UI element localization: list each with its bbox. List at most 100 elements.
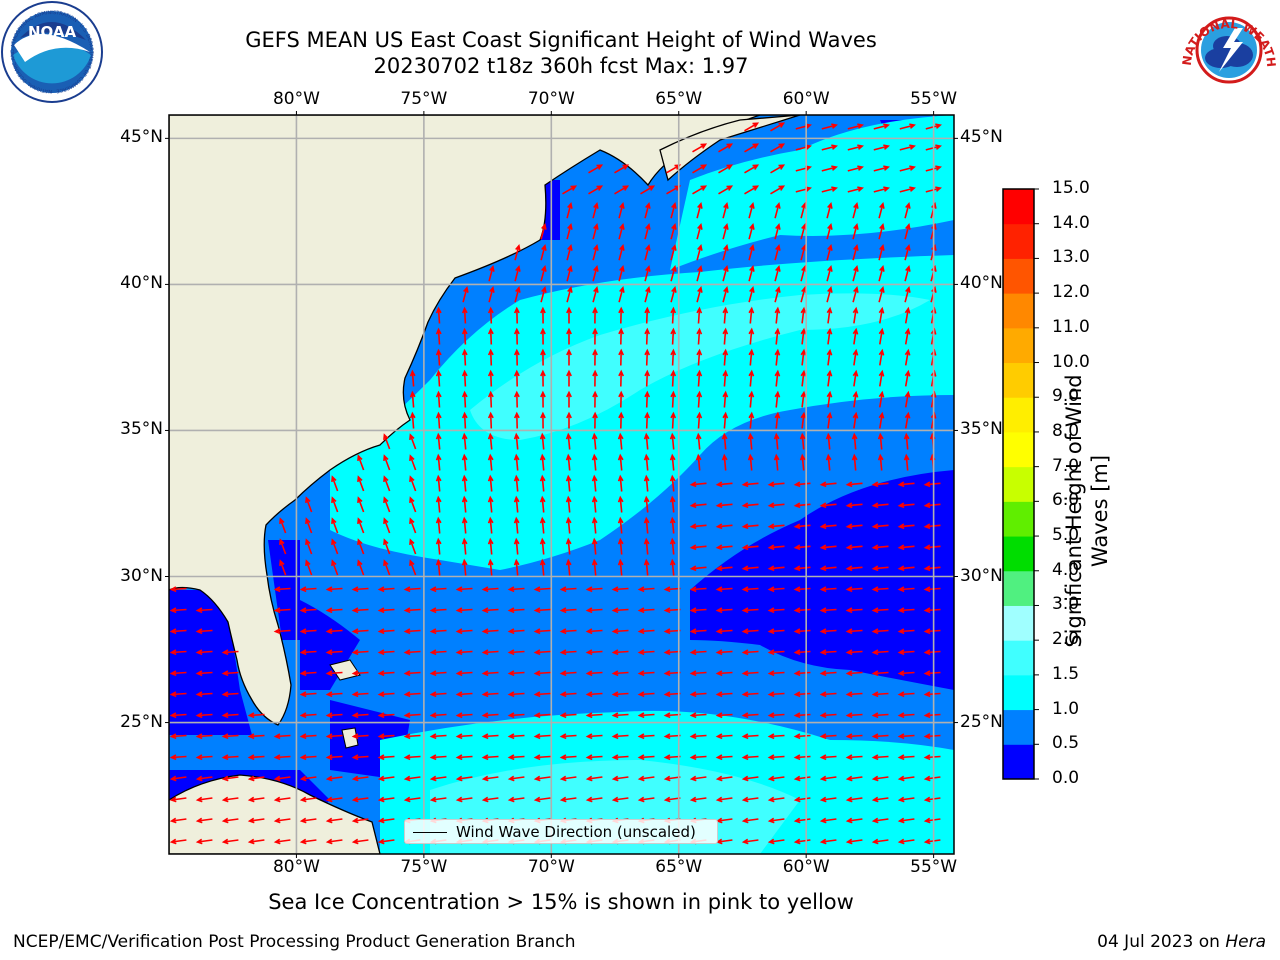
wave-vector (617, 516, 624, 534)
wave-vector (299, 586, 317, 593)
wave-vector (562, 185, 578, 195)
wave-vector (722, 244, 729, 261)
wave-vector (878, 369, 885, 387)
wave-vector (559, 775, 577, 782)
wave-vector (793, 775, 811, 782)
wind-wave-direction-vectors (169, 122, 942, 845)
wave-vector (435, 369, 442, 387)
wave-vector (377, 712, 395, 719)
wave-vector (429, 796, 447, 803)
wave-vector (351, 691, 369, 698)
wave-vector (533, 691, 551, 698)
wave-vector (383, 517, 391, 534)
wave-vector (559, 586, 577, 593)
nws-logo: NATIONAL WEATHER SERVICE (1177, 0, 1278, 97)
wave-vector (871, 481, 889, 488)
wave-vector (377, 649, 395, 656)
wave-vector (247, 796, 265, 803)
wave-vector (897, 838, 915, 845)
wave-vector (403, 733, 421, 740)
wave-vector (741, 775, 759, 782)
wave-vector (591, 495, 598, 513)
wave-vector (429, 607, 447, 614)
wave-vector (461, 369, 468, 387)
wave-vector (741, 796, 759, 803)
wave-vector (540, 306, 546, 324)
wave-vector (904, 202, 911, 219)
wave-vector (377, 607, 395, 614)
wave-vector (689, 586, 707, 593)
wave-vector (481, 733, 499, 740)
lon-label-top: 75°W (400, 89, 448, 109)
wave-vector (871, 670, 889, 677)
wave-vector (904, 327, 911, 345)
wave-vector (852, 348, 859, 366)
wave-vector (847, 123, 864, 130)
wave-vector (696, 286, 703, 303)
wave-vector (774, 369, 781, 387)
wave-vector (741, 691, 759, 698)
wave-vector (565, 558, 572, 576)
wave-vector (819, 502, 837, 509)
wave-vector (617, 453, 624, 471)
wave-vector (351, 712, 369, 719)
wave-vector (721, 453, 728, 471)
wave-vector (540, 244, 547, 261)
wave-vector (669, 432, 676, 450)
wave-vector (221, 817, 239, 824)
wave-vector (617, 432, 624, 450)
wave-vector (351, 670, 369, 677)
wave-vector (513, 390, 520, 408)
wave-vector (540, 411, 546, 429)
wave-vector (273, 607, 291, 614)
wave-vector (643, 495, 650, 513)
colorbar-frame (1002, 188, 1035, 780)
wave-vector (588, 185, 604, 195)
wave-vector (689, 607, 707, 614)
wave-vector (559, 796, 577, 803)
colorbar-tick-label: 15.0 (1052, 178, 1090, 198)
wave-vector (878, 348, 885, 366)
wave-vector (904, 223, 911, 240)
wave-vector (383, 559, 391, 576)
wave-vector (461, 327, 468, 345)
wave-vector (845, 754, 863, 761)
wave-vector (845, 586, 863, 593)
wave-vector (644, 286, 651, 303)
wave-vector (325, 691, 343, 698)
wave-vector (845, 817, 863, 824)
wave-vector (696, 202, 703, 219)
colorbar-tick-label: 10.0 (1052, 351, 1090, 372)
noaa-logo-text: NOAA (28, 23, 77, 41)
wave-vector (169, 775, 187, 782)
wave-vector (565, 432, 572, 450)
wave-vector (692, 143, 708, 153)
wave-vector (669, 516, 676, 534)
wave-vector (800, 411, 807, 429)
wave-vector (845, 691, 863, 698)
wave-vector (487, 495, 494, 513)
wave-vector (851, 432, 858, 450)
wave-vector (618, 306, 625, 324)
wave-vector (611, 796, 629, 803)
wave-vector (455, 754, 473, 761)
wave-vector (299, 691, 317, 698)
wave-vector (904, 369, 911, 387)
wave-vector (169, 670, 187, 677)
wave-vector (715, 628, 733, 635)
wave-vector (325, 607, 343, 614)
wave-vector (845, 544, 863, 551)
wave-vector (696, 223, 703, 240)
colorbar-swatch (1003, 570, 1034, 606)
wave-vector (351, 775, 369, 782)
colorbar-swatch (1003, 501, 1034, 537)
wave-vector (695, 453, 702, 471)
wave-vector (169, 607, 187, 614)
wave-vector (715, 649, 733, 656)
wave-vector (904, 306, 911, 324)
wave-vector (722, 369, 729, 387)
wave-vector (591, 432, 598, 450)
wave-vector (591, 516, 598, 534)
wave-vector (637, 775, 655, 782)
wave-vector (825, 453, 832, 471)
